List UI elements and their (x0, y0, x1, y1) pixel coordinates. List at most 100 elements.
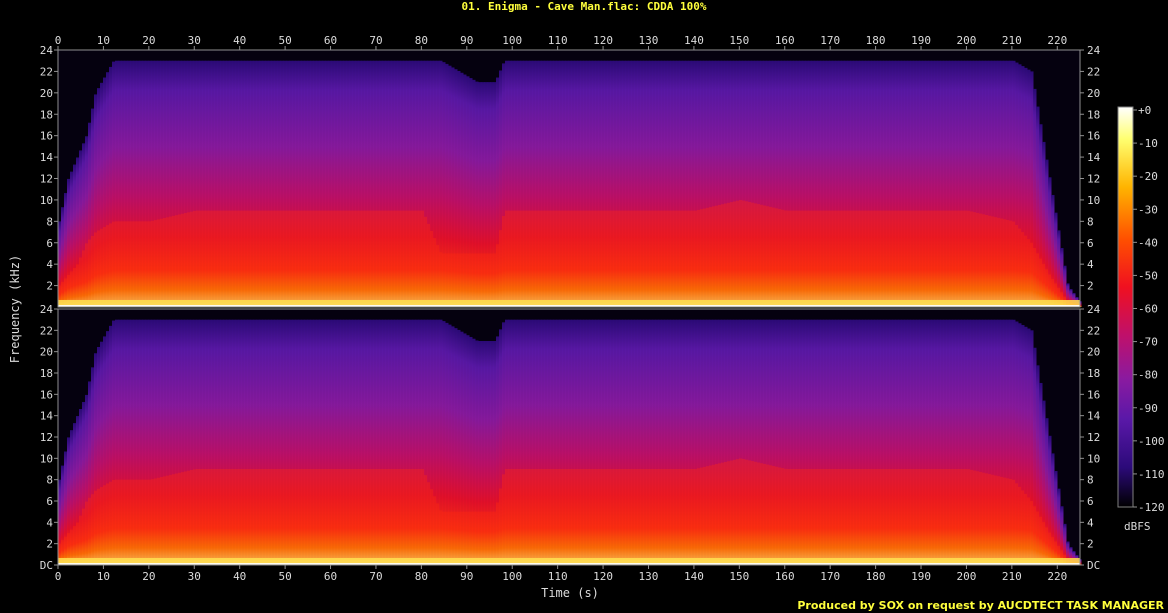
strong-band (604, 469, 608, 565)
spectral-strip (880, 319, 884, 565)
strong-band (583, 210, 587, 307)
spectral-strip (709, 319, 713, 565)
spectral-strip (376, 60, 380, 308)
spectral-strip (910, 319, 914, 565)
spectral-strip (877, 319, 881, 565)
strong-band (520, 469, 524, 565)
spectral-strip (817, 319, 821, 565)
strong-band (70, 529, 74, 565)
strong-band (580, 469, 584, 565)
spectral-strip (181, 60, 185, 308)
strong-band (340, 469, 344, 565)
spectral-strip (760, 60, 764, 308)
y-tick-label-left: 10 (40, 452, 53, 465)
spectral-strip (1039, 124, 1043, 307)
spectral-strip (226, 319, 230, 565)
spectral-strip (424, 60, 428, 308)
strong-band (547, 469, 551, 565)
strong-band (886, 210, 890, 307)
strong-band (727, 461, 731, 565)
strong-band (841, 210, 845, 307)
spectral-strip (745, 319, 749, 565)
strong-band (169, 216, 173, 307)
low-frequency-band (58, 558, 1080, 565)
spectral-strip (670, 319, 674, 565)
strong-band (514, 210, 518, 307)
spectral-strip (607, 60, 611, 308)
spectral-strip (163, 319, 167, 565)
strong-band (541, 469, 545, 565)
spectral-strip (820, 60, 824, 308)
spectral-strip (670, 60, 674, 308)
spectral-strip (1054, 471, 1058, 565)
strong-band (700, 467, 704, 565)
spectral-strip (562, 60, 566, 308)
spectral-strip (760, 319, 764, 565)
spectral-strip (316, 319, 320, 565)
strong-band (70, 271, 74, 307)
spectral-strip (553, 60, 557, 308)
spectral-strip (415, 60, 419, 308)
spectral-strip (868, 319, 872, 565)
spectral-strip (892, 60, 896, 308)
y-tick-label-right: 18 (1087, 108, 1100, 121)
spectral-strip (460, 72, 464, 308)
spectral-strip (472, 79, 476, 307)
spectral-strip (610, 60, 614, 308)
spectral-strip (196, 60, 200, 308)
strong-band (310, 210, 314, 307)
strong-band (1057, 287, 1061, 307)
y-axis-label: Frequency (kHz) (8, 255, 22, 363)
spectral-strip (1063, 523, 1067, 565)
spectral-strip (181, 319, 185, 565)
spectral-strip (151, 319, 155, 565)
spectral-strip (160, 319, 164, 565)
strong-band (754, 461, 758, 565)
strong-band (235, 469, 239, 565)
spectral-strip (592, 60, 596, 308)
strong-band (697, 468, 701, 565)
strong-band (817, 469, 821, 565)
spectral-strip (184, 319, 188, 565)
spectral-strip (646, 60, 650, 308)
strong-band (1060, 292, 1064, 307)
x-tick-label-bottom: 120 (593, 570, 613, 583)
strong-band (1024, 493, 1028, 565)
strong-band (589, 210, 593, 307)
spectral-strip (667, 60, 671, 308)
spectral-strip (1024, 67, 1028, 308)
strong-band (793, 469, 797, 565)
strong-band (706, 466, 710, 565)
strong-band (1018, 486, 1022, 565)
spectral-strip (796, 319, 800, 565)
spectral-strip (313, 319, 317, 565)
strong-band (988, 215, 992, 307)
strong-band (961, 469, 965, 565)
spectral-strip (646, 319, 650, 565)
colorbar-tick-label: -110 (1138, 468, 1165, 481)
strong-band (409, 469, 413, 565)
y-tick-label-right: 4 (1087, 516, 1094, 529)
strong-band (715, 464, 719, 565)
strong-band (898, 469, 902, 565)
spectral-strip (466, 76, 470, 307)
strong-band (280, 210, 284, 307)
strong-band (505, 210, 509, 307)
spectral-strip (136, 319, 140, 565)
x-tick-label-bottom: 140 (684, 570, 704, 583)
strong-band (187, 212, 191, 307)
strong-band (928, 469, 932, 565)
strong-band (592, 210, 596, 307)
spectral-strip (169, 319, 173, 565)
spectral-strip (550, 319, 554, 565)
x-tick-label-top: 200 (957, 34, 977, 47)
strong-band (943, 210, 947, 307)
spectral-strip (757, 60, 761, 308)
spectral-strip (766, 319, 770, 565)
strong-band (625, 210, 629, 307)
spectral-strip (232, 319, 236, 565)
strong-band (223, 469, 227, 565)
spectral-strip (709, 60, 713, 308)
strong-band (622, 469, 626, 565)
y-tick-label-left: 14 (40, 151, 54, 164)
